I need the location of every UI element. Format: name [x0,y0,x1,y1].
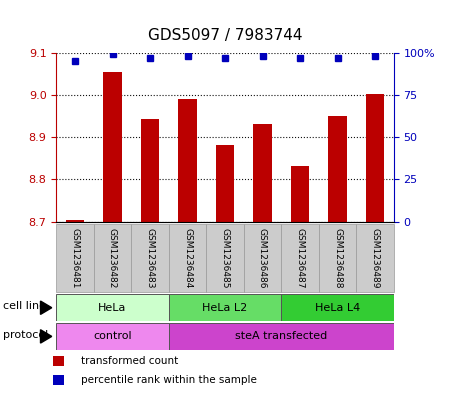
Text: GSM1236488: GSM1236488 [333,228,342,288]
Bar [356,224,394,292]
Text: percentile rank within the sample: percentile rank within the sample [81,375,257,385]
Bar [53,375,64,385]
Text: HeLa: HeLa [98,303,127,313]
Bar [281,294,394,321]
Bar [56,294,169,321]
Text: GDS5097 / 7983744: GDS5097 / 7983744 [148,28,302,43]
Bar [216,145,234,222]
Bar [56,323,169,350]
Polygon shape [40,330,52,343]
Bar [56,224,94,292]
Bar [206,224,244,292]
Bar [169,323,394,350]
Text: transformed count: transformed count [81,356,178,366]
Text: GSM1236482: GSM1236482 [108,228,117,288]
Text: steA transfected: steA transfected [235,331,328,342]
Bar [178,99,197,222]
Bar [131,224,169,292]
Text: protocol: protocol [3,330,48,340]
Text: HeLa L4: HeLa L4 [315,303,360,313]
Bar [169,224,206,292]
Text: control: control [93,331,132,342]
Bar [169,294,281,321]
Text: GSM1236487: GSM1236487 [296,228,305,288]
Text: GSM1236486: GSM1236486 [258,228,267,288]
Bar [66,220,85,222]
Text: GSM1236483: GSM1236483 [145,228,154,288]
Text: GSM1236485: GSM1236485 [220,228,230,288]
Text: GSM1236481: GSM1236481 [71,228,80,288]
Bar [94,224,131,292]
Bar [365,94,384,222]
Bar [103,72,122,222]
Bar [253,124,272,222]
Bar [244,224,281,292]
Text: HeLa L2: HeLa L2 [202,303,248,313]
Polygon shape [40,301,52,314]
Bar [328,116,347,222]
Text: GSM1236484: GSM1236484 [183,228,192,288]
Bar [319,224,356,292]
Bar [281,224,319,292]
Bar [291,166,310,222]
Bar [140,119,159,222]
Text: GSM1236489: GSM1236489 [370,228,379,288]
Text: cell line: cell line [3,301,46,311]
Bar [53,356,64,366]
